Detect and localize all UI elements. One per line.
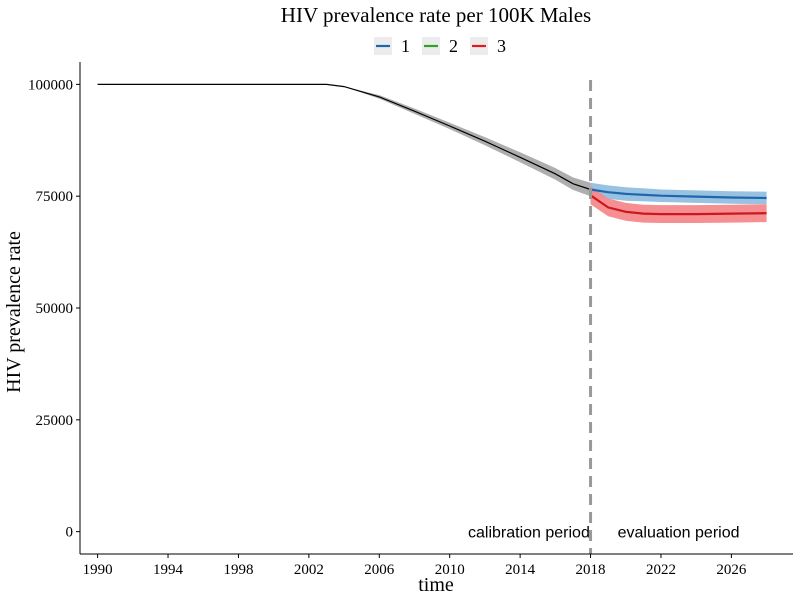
chart-title: HIV prevalence rate per 100K Males [281, 3, 591, 27]
x-tick-label: 2026 [716, 562, 747, 578]
x-tick-label: 1990 [83, 562, 113, 578]
calibration-period-label: calibration period [468, 525, 590, 542]
legend-label: 2 [449, 36, 458, 56]
series-3-line [589, 194, 767, 216]
period-annotations: calibration period evaluation period [468, 525, 740, 542]
y-tick-label: 75000 [36, 189, 74, 205]
legend-label: 1 [401, 36, 410, 56]
evaluation-period-label: evaluation period [618, 525, 740, 542]
calibration-band [97, 84, 591, 197]
x-axis-ticks: 1990 1994 1998 2002 2006 2010 2014 2018 2022 2026 [83, 554, 747, 578]
calibration-line [97, 83, 591, 191]
x-axis-label: time [418, 574, 454, 596]
legend-entry-3: 3 [470, 36, 506, 56]
x-tick-label: 2014 [505, 562, 536, 578]
y-axis-ticks: 0 25000 50000 75000 100000 [28, 77, 80, 541]
y-axis-label: HIV prevalence rate [3, 231, 25, 393]
x-tick-label: 2010 [435, 562, 465, 578]
confidence-bands [97, 84, 767, 223]
y-tick-label: 0 [66, 525, 74, 541]
x-tick-label: 2002 [294, 562, 324, 578]
legend-label: 3 [497, 36, 506, 56]
y-tick-label: 25000 [36, 413, 74, 429]
y-tick-label: 100000 [28, 77, 73, 93]
y-tick-label: 50000 [36, 301, 74, 317]
series-1-band [590, 182, 767, 205]
legend-entry-2: 2 [422, 36, 458, 56]
x-tick-label: 2022 [646, 562, 676, 578]
x-tick-label: 1998 [223, 562, 253, 578]
x-tick-label: 2018 [576, 562, 606, 578]
series-lines [97, 83, 767, 216]
x-tick-label: 2006 [364, 562, 395, 578]
x-tick-label: 1994 [153, 562, 184, 578]
legend: 1 2 3 [374, 36, 506, 56]
axes: 0 25000 50000 75000 100000 1990 1994 1998 2002 2… [28, 62, 793, 578]
legend-entry-1: 1 [374, 36, 410, 56]
series-1-line [590, 188, 767, 200]
